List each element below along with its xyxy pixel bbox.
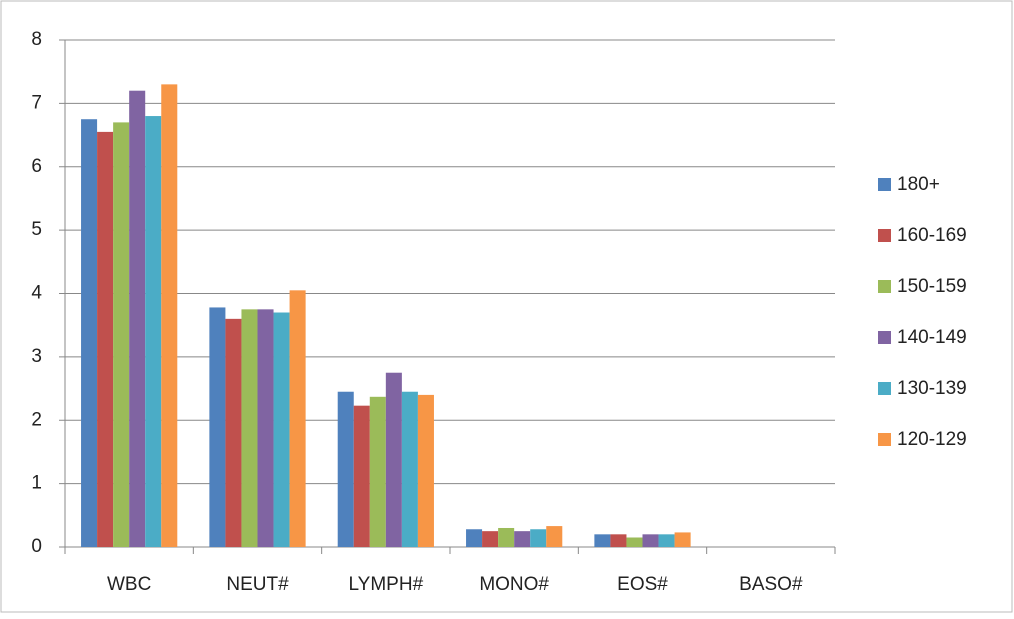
bar [466,529,483,547]
legend-label: 130-139 [897,378,967,399]
bar [658,534,675,547]
bar [610,534,627,547]
legend-swatch [878,229,891,242]
y-tick-label: 8 [31,29,42,50]
y-tick-label: 2 [31,409,42,430]
bar [594,534,611,547]
legend-label: 180+ [897,174,940,195]
x-tick-label: MONO# [479,574,549,595]
x-tick-label: WBC [107,574,151,595]
legend-swatch [878,331,891,344]
y-tick-label: 7 [31,92,42,113]
bar [273,312,290,547]
bar [257,309,274,547]
bar [209,307,226,547]
bar [417,394,434,547]
bar [337,391,354,547]
legend-label: 150-159 [897,276,967,297]
bar [353,405,370,547]
bar [97,131,114,548]
legend-swatch [878,178,891,191]
legend-label: 120-129 [897,429,967,450]
legend-label: 160-169 [897,225,967,246]
bar [546,526,563,547]
bar [289,290,306,547]
y-tick-label: 1 [31,473,42,494]
bar [626,537,643,547]
legend-swatch [878,382,891,395]
x-tick-label: EOS# [617,574,668,595]
y-tick-label: 4 [31,283,42,304]
bar [514,531,531,547]
legend-label: 140-149 [897,327,967,348]
y-tick-label: 3 [31,346,42,367]
bar [113,122,130,547]
bar [530,529,547,547]
y-tick-label: 5 [31,219,42,240]
x-tick-label: BASO# [739,574,803,595]
bar [498,527,515,547]
bar [145,116,162,548]
y-tick-label: 6 [31,156,42,177]
bar [385,372,402,547]
legend-swatch [878,433,891,446]
bar [129,90,146,547]
bar [225,318,242,547]
bar [241,309,258,547]
bar [81,119,98,547]
x-tick-label: LYMPH# [349,574,424,595]
bar [161,84,178,548]
bar [674,532,691,547]
bar [369,396,386,547]
legend-swatch [878,280,891,293]
x-tick-label: NEUT# [226,574,289,595]
bar [482,531,499,547]
y-tick-label: 0 [31,536,42,557]
bar [401,391,418,547]
bar [642,534,659,547]
